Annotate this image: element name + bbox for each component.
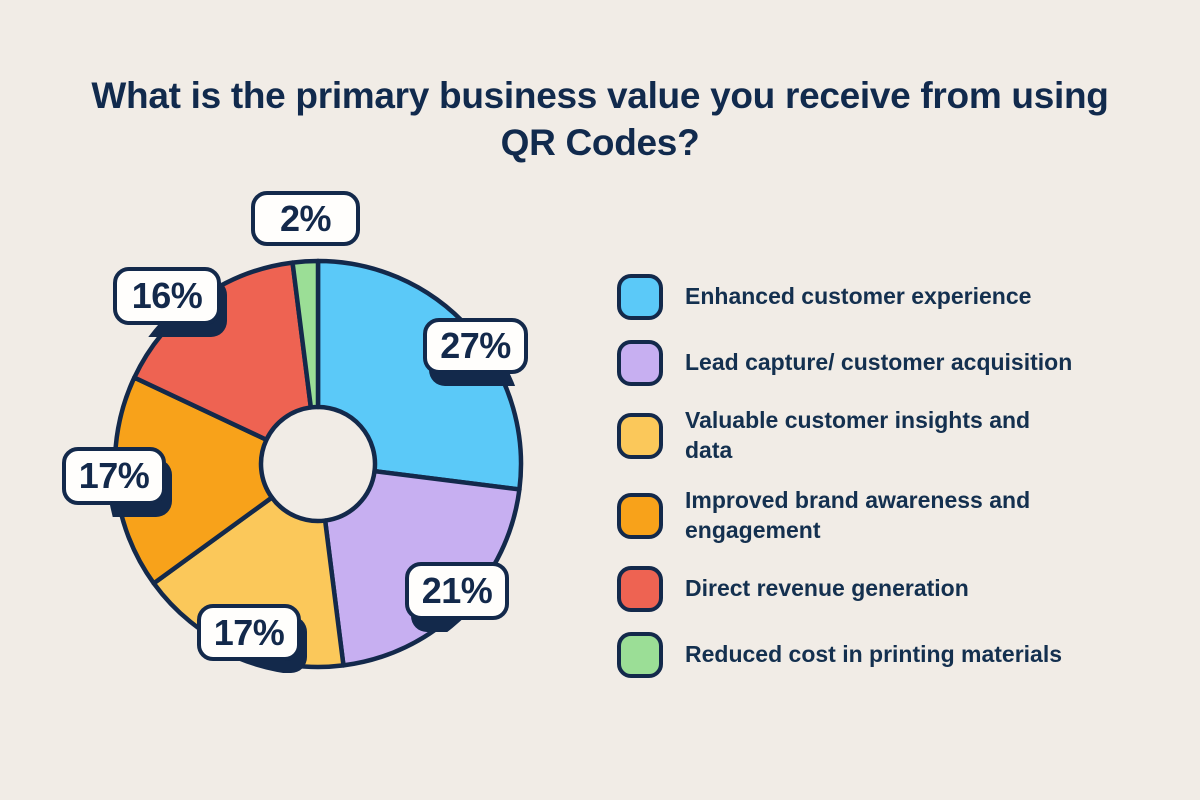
legend-swatch-red — [617, 565, 663, 612]
pie-slices-layer — [112, 258, 524, 670]
legend-label: Valuable customer insights and data — [685, 407, 1031, 463]
pie-label-brand-awareness: 17% — [62, 447, 166, 505]
pie-label-lead-capture: 21% — [405, 562, 509, 620]
legend-item-lead-capture: Lead capture/ customer acquisition — [617, 340, 1077, 386]
legend-swatch-purple — [617, 340, 663, 386]
legend-swatch-green — [617, 631, 663, 678]
legend-item-enhanced-customer-experience: Enhanced customer experience — [617, 274, 1077, 320]
legend-swatch-orange — [617, 492, 663, 539]
legend-item-revenue-generation: Direct revenue generation — [617, 565, 1077, 612]
chart-legend: Enhanced customer experience Lead captur… — [617, 274, 1077, 678]
legend-label: Improved brand awareness and engagement — [685, 486, 1031, 543]
chart-title: What is the primary business value you r… — [91, 75, 1109, 164]
legend-label: Reduced cost in printing materials — [685, 640, 1063, 667]
legend-item-brand-awareness: Improved brand awareness and engagement — [617, 486, 1077, 546]
pie-label-reduced-cost: 2% — [251, 191, 360, 246]
legend-item-customer-insights: Valuable customer insights and data — [617, 406, 1077, 466]
pie-label-revenue-generation: 16% — [113, 267, 221, 325]
legend-label: Direct revenue generation — [685, 574, 969, 601]
pie-label-customer-insights: 17% — [197, 604, 301, 661]
legend-swatch-yellow — [617, 412, 663, 459]
pie-label-enhanced-customer-experience: 27% — [423, 318, 528, 374]
legend-swatch-blue — [617, 274, 663, 320]
pie-slice — [112, 375, 275, 586]
pie-slice — [315, 258, 524, 492]
pie-slice — [290, 258, 321, 410]
legend-label: Lead capture/ customer acquisition — [685, 349, 1073, 376]
legend-item-reduced-cost: Reduced cost in printing materials — [617, 631, 1077, 678]
legend-label: Enhanced customer experience — [685, 283, 1032, 310]
